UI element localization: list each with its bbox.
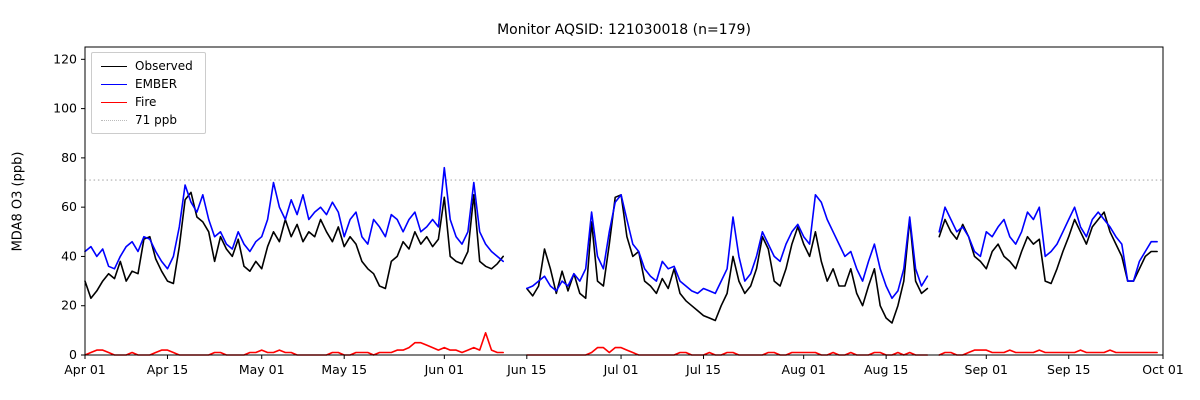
series-line-observed <box>84 191 1158 324</box>
x-tick-label: May 15 <box>321 362 367 377</box>
legend-label-fire: Fire <box>135 95 157 109</box>
series-line-fire <box>84 332 1158 356</box>
ember-line-swatch <box>101 83 127 85</box>
x-tick-label: Aug 01 <box>782 362 826 377</box>
legend-label-observed: Observed <box>135 59 193 73</box>
x-tick-label: May 01 <box>239 362 285 377</box>
x-tick-label: Apr 01 <box>64 362 106 377</box>
x-tick-label: Sep 01 <box>965 362 1008 377</box>
chart-title: Monitor AQSID: 121030018 (n=179) <box>497 22 751 38</box>
x-tick-label: Jun 15 <box>506 362 546 377</box>
legend-label-threshold: 71 ppb <box>135 113 177 127</box>
x-tick-label: Jun 01 <box>424 362 464 377</box>
y-tick-label: 0 <box>69 347 77 362</box>
x-tick-label: Jul 15 <box>685 362 721 377</box>
observed-line-swatch <box>101 65 127 67</box>
x-tick-label: Oct 01 <box>1142 362 1184 377</box>
legend-item-threshold: 71 ppb <box>101 114 193 126</box>
x-tick-label: Jul 01 <box>603 362 639 377</box>
x-tick-label: Sep 15 <box>1047 362 1090 377</box>
fire-line-swatch <box>101 101 127 103</box>
x-tick-label: Apr 15 <box>147 362 189 377</box>
y-tick-label: 40 <box>61 248 77 263</box>
threshold-line-swatch <box>101 119 127 121</box>
y-tick-label: 20 <box>61 298 77 313</box>
legend: Observed EMBER Fire 71 ppb <box>91 52 206 134</box>
x-tick-label: Aug 15 <box>864 362 908 377</box>
y-tick-label: 120 <box>53 51 77 66</box>
y-tick-label: 80 <box>61 150 77 165</box>
legend-item-fire: Fire <box>101 96 193 108</box>
y-tick-label: 60 <box>61 199 77 214</box>
legend-label-ember: EMBER <box>135 77 178 91</box>
y-tick-label: 100 <box>53 101 77 116</box>
legend-item-ember: EMBER <box>101 78 193 90</box>
legend-item-observed: Observed <box>101 60 193 72</box>
axes-box <box>84 46 1164 356</box>
series-line-ember <box>84 166 1158 300</box>
